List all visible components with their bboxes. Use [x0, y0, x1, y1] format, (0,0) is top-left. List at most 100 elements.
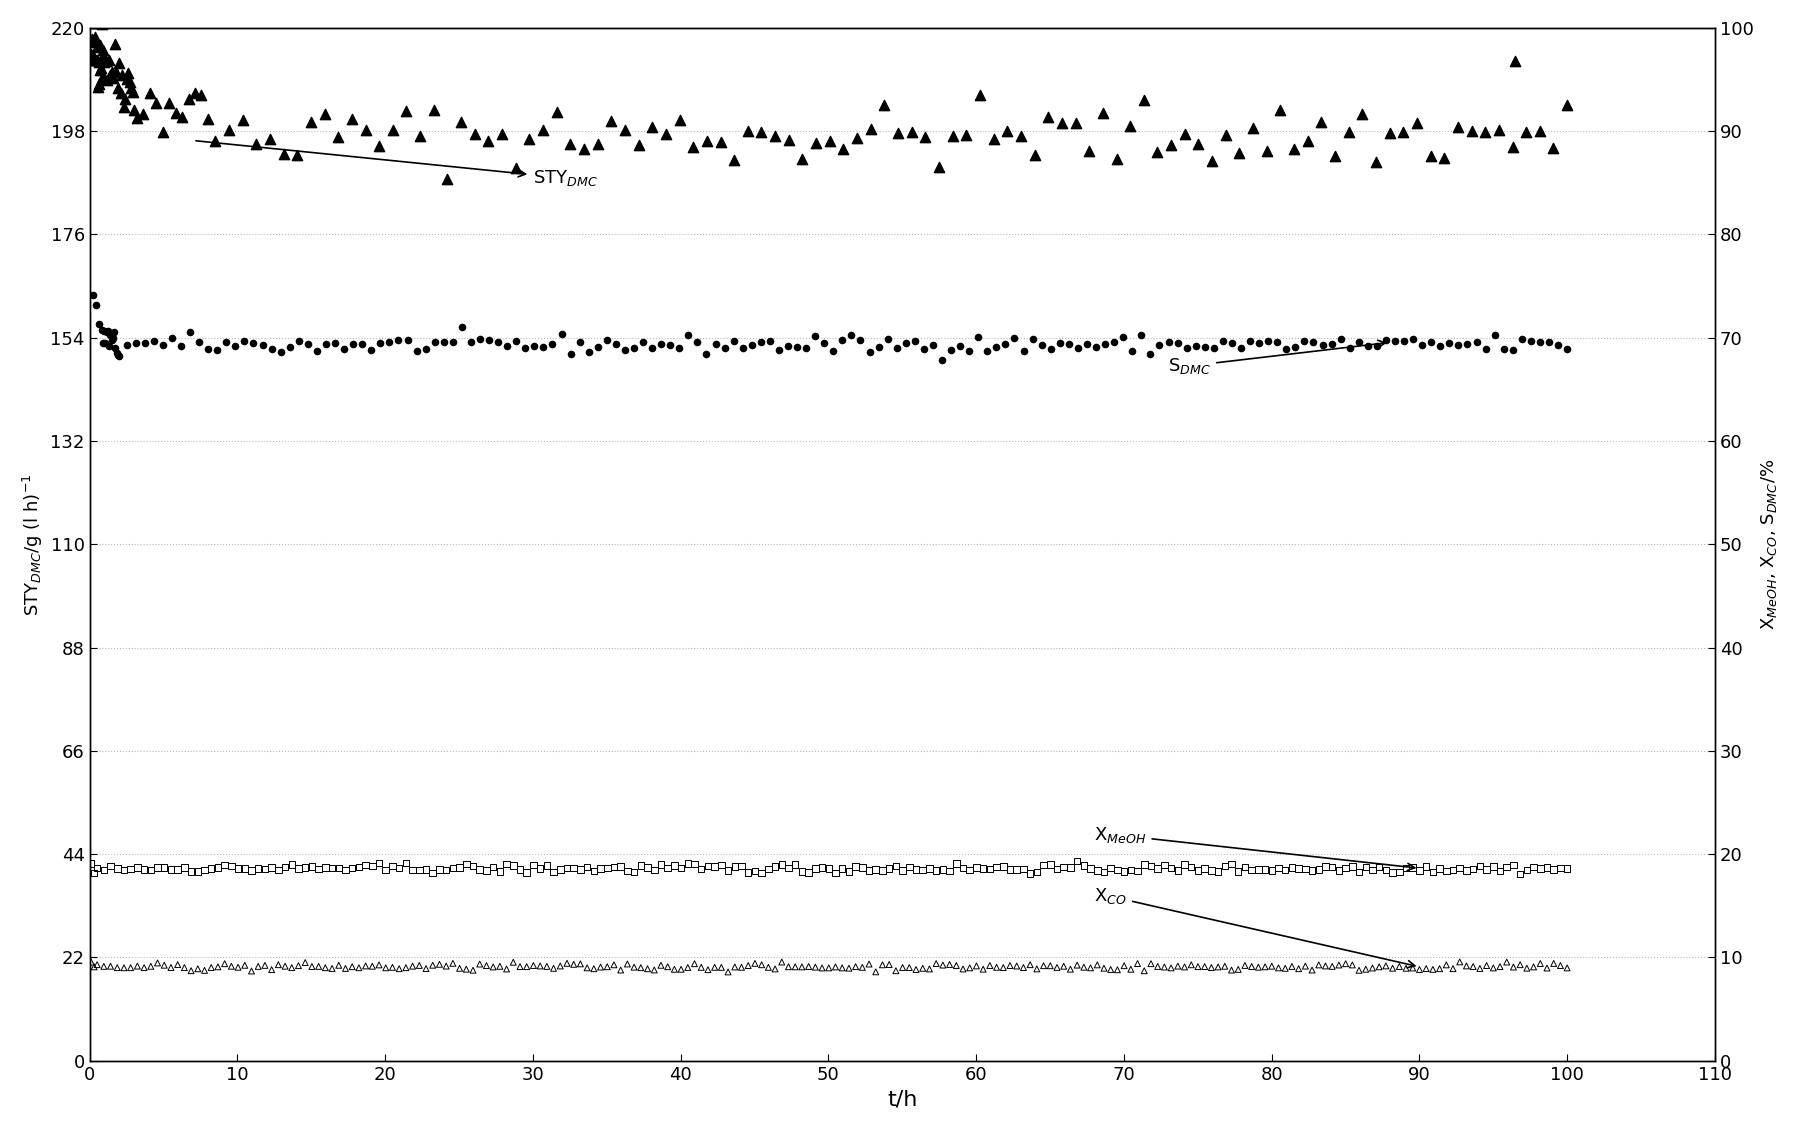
Point — [351, 121, 380, 139]
Point — [97, 331, 126, 349]
Point — [1498, 341, 1526, 359]
Point — [1472, 861, 1501, 879]
Point — [106, 85, 135, 103]
Point — [587, 860, 616, 878]
Point — [85, 53, 113, 71]
Point — [637, 339, 666, 357]
Point — [794, 957, 823, 975]
Point — [229, 111, 257, 129]
Point — [592, 859, 621, 877]
Point — [311, 859, 340, 877]
Point — [383, 331, 412, 349]
Point — [1237, 957, 1265, 975]
Point — [292, 859, 320, 877]
Point — [1251, 958, 1280, 976]
Point — [211, 855, 239, 873]
Point — [79, 46, 108, 64]
Point — [1546, 859, 1575, 877]
Point — [526, 957, 554, 975]
Point — [1170, 958, 1199, 976]
Point — [392, 102, 421, 120]
Point — [1379, 863, 1408, 881]
Point — [734, 956, 763, 974]
Point — [1100, 332, 1129, 350]
Point — [110, 861, 139, 879]
Point — [909, 340, 938, 358]
Point — [974, 342, 1003, 360]
Point — [385, 959, 414, 977]
Point — [324, 128, 353, 146]
Point — [1418, 863, 1447, 881]
Point — [1235, 331, 1264, 349]
Point — [646, 855, 675, 873]
Point — [956, 861, 985, 879]
Point — [358, 957, 387, 975]
Point — [221, 337, 250, 355]
Point — [1519, 858, 1548, 876]
Point — [1512, 861, 1541, 879]
Point — [1010, 342, 1039, 360]
Point — [284, 860, 313, 878]
Point — [646, 334, 675, 353]
Point — [1310, 858, 1339, 876]
Point — [598, 112, 626, 130]
Point — [157, 958, 185, 976]
Point — [94, 71, 122, 89]
Point — [682, 332, 711, 350]
Point — [117, 958, 146, 976]
Point — [122, 957, 151, 975]
Point — [167, 337, 196, 355]
Point — [472, 861, 500, 879]
Point — [1076, 958, 1105, 976]
Point — [1129, 90, 1157, 108]
Point — [801, 133, 830, 151]
Point — [506, 860, 535, 878]
Point — [747, 956, 776, 974]
Point — [1553, 340, 1582, 358]
Point — [97, 63, 126, 81]
Point — [425, 860, 454, 878]
Point — [988, 958, 1017, 976]
Point — [511, 339, 540, 357]
Point — [1154, 333, 1183, 351]
Point — [110, 97, 139, 115]
Point — [1292, 132, 1321, 150]
Point — [1332, 859, 1361, 877]
Point — [1226, 339, 1255, 357]
Point — [79, 46, 108, 64]
Point — [1354, 337, 1382, 355]
Point — [1438, 861, 1467, 879]
Point — [734, 863, 763, 881]
Point — [1157, 959, 1186, 977]
Point — [344, 958, 373, 976]
Point — [556, 345, 585, 363]
Point — [103, 63, 131, 81]
Point — [1208, 332, 1237, 350]
Point — [1445, 859, 1474, 877]
Point — [1150, 958, 1179, 976]
Point — [502, 159, 531, 177]
Point — [949, 859, 977, 877]
Point — [1217, 960, 1246, 979]
Point — [727, 857, 756, 875]
Point — [922, 955, 950, 973]
Point — [1472, 956, 1501, 974]
Point — [479, 958, 508, 976]
Point — [1022, 959, 1051, 977]
Point — [545, 957, 574, 975]
Point — [1318, 858, 1346, 876]
Point — [911, 128, 940, 146]
Point — [112, 336, 140, 354]
Point — [515, 130, 544, 148]
Point — [1130, 962, 1159, 980]
Point — [774, 131, 803, 149]
Point — [626, 857, 655, 875]
Point — [1357, 861, 1386, 879]
Point — [653, 859, 682, 877]
Point — [538, 336, 567, 354]
Point — [1391, 959, 1420, 977]
Point — [1300, 333, 1328, 351]
Point — [936, 862, 965, 880]
Point — [169, 859, 198, 877]
Point — [1010, 860, 1039, 878]
